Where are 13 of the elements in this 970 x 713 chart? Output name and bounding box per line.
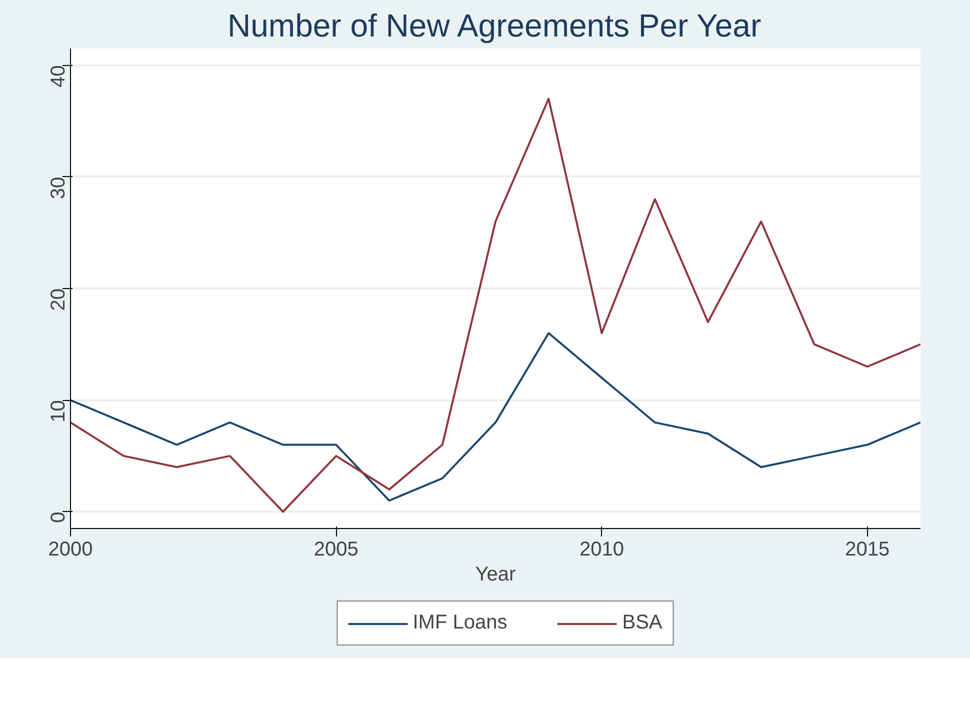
legend-label: IMF Loans — [412, 612, 508, 634]
y-tick-label: 10 — [48, 400, 70, 422]
x-axis-title: Year — [475, 564, 516, 586]
legend-label: BSA — [622, 612, 662, 634]
y-tick-label: 0 — [48, 512, 70, 523]
x-tick-label: 2005 — [314, 538, 358, 560]
y-tick-label: 20 — [48, 288, 70, 311]
chart-title: Number of New Agreements Per Year — [228, 8, 762, 44]
x-tick-label: 2015 — [845, 538, 890, 560]
x-tick-label: 2010 — [580, 538, 624, 560]
y-tick-label: 30 — [48, 176, 70, 200]
y-tick-label: 40 — [48, 65, 70, 88]
x-tick-label: 2000 — [48, 538, 93, 560]
